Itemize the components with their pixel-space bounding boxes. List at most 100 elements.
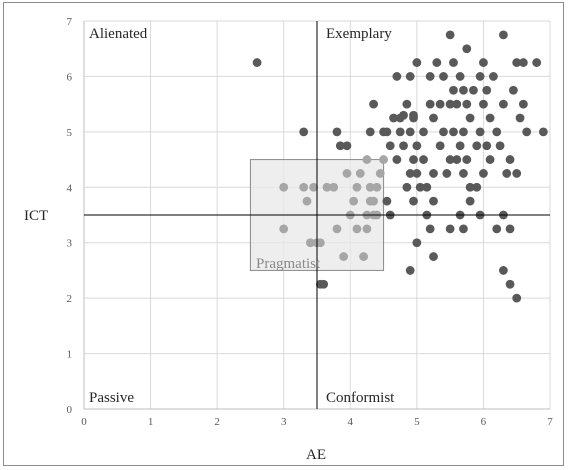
- data-point: [489, 72, 498, 81]
- data-point: [365, 196, 375, 206]
- data-point: [459, 127, 468, 137]
- data-point: [432, 58, 442, 67]
- data-point: [472, 182, 482, 192]
- y-tick-label: 5: [67, 127, 73, 139]
- data-point: [459, 224, 468, 234]
- data-point: [435, 141, 445, 151]
- data-point: [512, 58, 522, 67]
- data-point: [439, 72, 448, 81]
- data-point: [409, 155, 418, 164]
- data-point: [412, 141, 422, 151]
- data-point: [385, 141, 395, 151]
- data-point: [512, 169, 522, 178]
- data-point: [382, 196, 392, 206]
- data-point: [459, 169, 468, 178]
- y-tick-label: 1: [67, 349, 73, 361]
- data-point: [518, 99, 528, 109]
- x-tick-label: 5: [414, 416, 420, 428]
- data-point: [499, 99, 508, 109]
- data-point: [332, 127, 342, 137]
- data-point: [462, 44, 472, 54]
- data-point: [329, 182, 339, 192]
- data-point: [332, 224, 342, 234]
- data-point: [508, 85, 518, 95]
- data-point: [479, 58, 488, 67]
- data-point: [449, 127, 458, 137]
- data-point: [342, 141, 352, 151]
- data-point: [379, 155, 388, 164]
- data-point: [279, 182, 289, 192]
- data-point: [459, 85, 468, 95]
- data-point: [445, 99, 455, 109]
- data-point: [375, 169, 385, 178]
- data-point: [505, 279, 515, 289]
- data-point: [252, 58, 262, 67]
- data-point: [389, 113, 398, 123]
- data-point: [465, 182, 475, 192]
- data-point: [538, 127, 548, 137]
- data-point: [419, 127, 428, 137]
- data-point: [439, 127, 448, 137]
- x-axis-label: AE: [306, 447, 326, 463]
- data-point: [479, 99, 488, 109]
- data-point: [392, 155, 402, 164]
- data-point: [342, 169, 352, 178]
- quadrant-label-exemplary: Exemplary: [326, 26, 392, 42]
- data-point: [402, 182, 412, 192]
- data-point: [309, 182, 319, 192]
- quadrant-label-conformist: Conformist: [326, 390, 395, 406]
- data-point: [495, 141, 505, 151]
- data-point: [419, 155, 428, 164]
- data-point: [392, 72, 402, 81]
- data-point: [352, 182, 362, 192]
- data-point: [462, 155, 472, 164]
- data-point: [425, 224, 435, 234]
- data-point: [429, 169, 438, 178]
- data-point: [462, 99, 472, 109]
- data-point: [412, 238, 422, 248]
- data-point: [429, 113, 438, 123]
- data-point: [302, 196, 312, 206]
- data-points: [252, 30, 548, 303]
- data-point: [409, 110, 418, 120]
- data-point: [505, 224, 515, 234]
- data-point: [335, 141, 345, 151]
- x-tick-label: 4: [348, 416, 354, 428]
- data-point: [395, 127, 405, 137]
- x-tick-label: 2: [214, 416, 220, 428]
- data-point: [425, 99, 435, 109]
- data-point: [515, 113, 525, 123]
- data-point: [512, 293, 522, 303]
- data-point: [455, 72, 465, 81]
- data-point: [445, 224, 455, 234]
- y-axis-label: ICT: [24, 208, 48, 224]
- data-point: [452, 155, 462, 164]
- data-point: [372, 182, 382, 192]
- data-point: [362, 155, 372, 164]
- data-point: [365, 182, 375, 192]
- data-point: [279, 224, 289, 234]
- data-point: [492, 224, 502, 234]
- tick-labels: 0 1 2 3 4 5 6 7 0 1 2 3 4 5 6 7: [67, 16, 554, 428]
- data-point: [505, 155, 515, 164]
- data-point: [518, 58, 528, 67]
- y-tick-label: 6: [67, 71, 73, 83]
- data-point: [409, 196, 418, 206]
- data-point: [399, 141, 408, 151]
- x-tick-label: 0: [81, 416, 87, 428]
- data-point: [445, 155, 455, 164]
- x-tick-label: 3: [281, 416, 287, 428]
- data-point: [435, 99, 445, 109]
- x-tick-label: 6: [481, 416, 487, 428]
- data-point: [465, 196, 475, 206]
- data-point: [405, 266, 415, 275]
- data-point: [449, 58, 458, 67]
- y-tick-label: 4: [67, 182, 73, 194]
- y-tick-label: 7: [67, 16, 73, 28]
- data-point: [445, 30, 455, 40]
- y-tick-label: 2: [67, 293, 73, 305]
- data-point: [425, 72, 435, 81]
- data-point: [412, 58, 422, 67]
- data-point: [355, 169, 365, 178]
- data-point: [319, 279, 329, 289]
